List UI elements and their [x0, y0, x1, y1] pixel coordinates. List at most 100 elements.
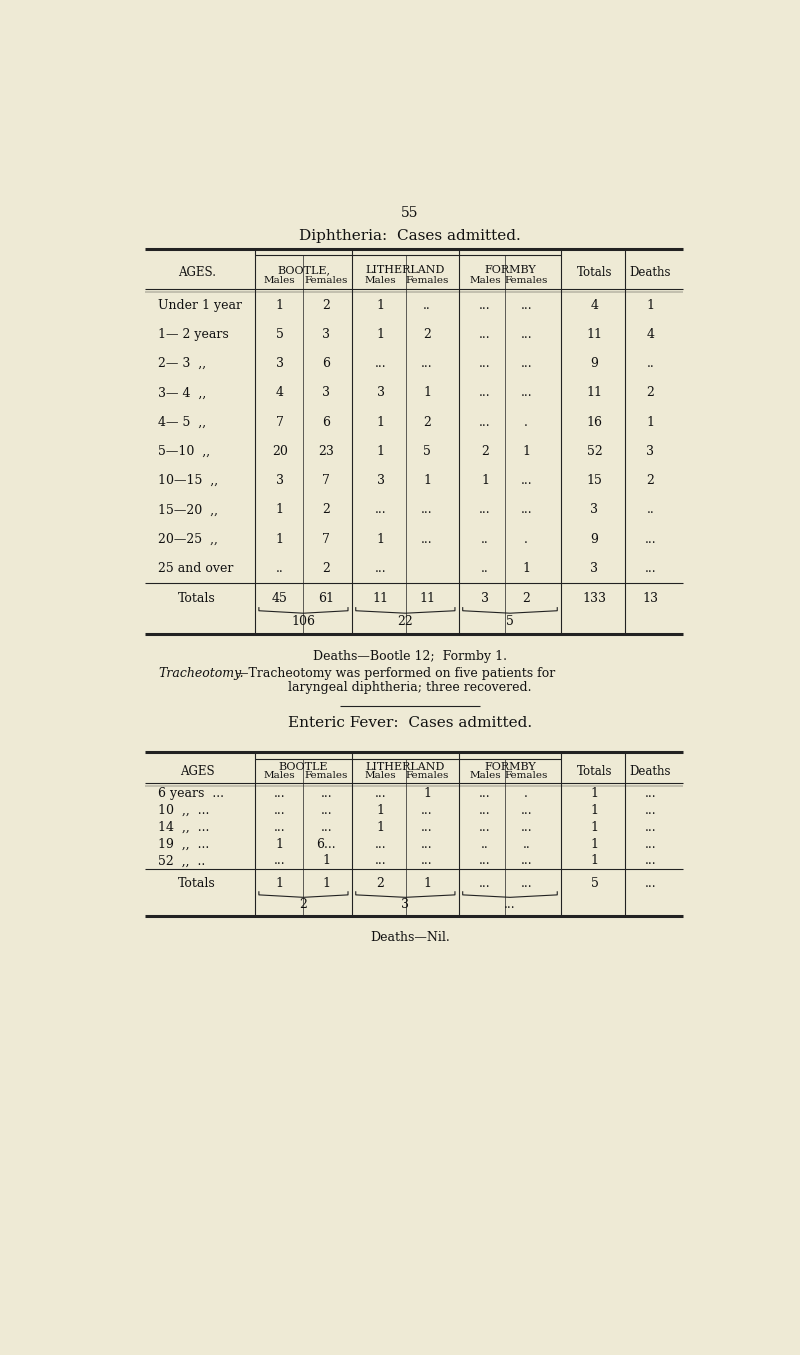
Text: 2: 2	[522, 592, 530, 604]
Text: Enteric Fever:  Cases admitted.: Enteric Fever: Cases admitted.	[288, 717, 532, 730]
Text: laryngeal diphtheria; three recovered.: laryngeal diphtheria; three recovered.	[288, 682, 532, 694]
Text: 4: 4	[276, 386, 284, 400]
Text: 1: 1	[423, 474, 431, 486]
Text: ...: ...	[645, 533, 656, 546]
Text: 11: 11	[373, 592, 389, 604]
Text: ...: ...	[422, 358, 433, 370]
Text: 1: 1	[377, 533, 385, 546]
Text: 5: 5	[423, 444, 431, 458]
Text: 15—20  ,,: 15—20 ,,	[158, 503, 218, 516]
Text: ..: ..	[646, 358, 654, 370]
Text: FORMBY: FORMBY	[484, 762, 536, 772]
Text: 6 years  ...: 6 years ...	[158, 787, 224, 799]
Text: 16: 16	[586, 416, 602, 428]
Text: ...: ...	[374, 562, 386, 575]
Text: ..: ..	[522, 837, 530, 851]
Text: ...: ...	[274, 821, 286, 833]
Text: 1: 1	[646, 416, 654, 428]
Text: ...: ...	[645, 787, 656, 799]
Text: ...: ...	[479, 787, 491, 799]
Text: .: .	[524, 533, 528, 546]
Text: Deaths—Nil.: Deaths—Nil.	[370, 931, 450, 943]
Text: Females: Females	[406, 771, 449, 780]
Text: .: .	[524, 416, 528, 428]
Text: 2: 2	[423, 328, 431, 341]
Text: Males: Males	[470, 771, 501, 780]
Text: ..: ..	[482, 837, 489, 851]
Text: LITHERLAND: LITHERLAND	[366, 762, 445, 772]
Text: ...: ...	[479, 386, 491, 400]
Text: 1: 1	[377, 416, 385, 428]
Text: 1: 1	[590, 855, 598, 867]
Text: —Tracheotomy was performed on five patients for: —Tracheotomy was performed on five patie…	[236, 668, 555, 680]
Text: LITHERLAND: LITHERLAND	[366, 266, 445, 275]
Text: Totals: Totals	[178, 877, 216, 890]
Text: 2: 2	[423, 416, 431, 428]
Text: Females: Females	[505, 276, 548, 285]
Text: 1: 1	[377, 328, 385, 341]
Text: 13: 13	[642, 592, 658, 604]
Text: ..: ..	[646, 503, 654, 516]
Text: 1: 1	[276, 877, 284, 890]
Text: 133: 133	[582, 592, 606, 604]
Text: ...: ...	[374, 503, 386, 516]
Text: 1: 1	[322, 877, 330, 890]
Text: ...: ...	[645, 855, 656, 867]
Text: ...: ...	[504, 898, 516, 912]
Text: AGES.: AGES.	[178, 266, 216, 279]
Text: ...: ...	[422, 503, 433, 516]
Text: 1: 1	[481, 474, 489, 486]
Text: 6: 6	[322, 416, 330, 428]
Text: Females: Females	[305, 771, 348, 780]
Text: Deaths: Deaths	[630, 266, 671, 279]
Text: Males: Males	[365, 771, 396, 780]
Text: Under 1 year: Under 1 year	[158, 298, 242, 312]
Text: 2: 2	[646, 474, 654, 486]
Text: ...: ...	[422, 855, 433, 867]
Text: 2: 2	[646, 386, 654, 400]
Text: ...: ...	[521, 804, 532, 817]
Text: 2: 2	[322, 298, 330, 312]
Text: .: .	[524, 787, 528, 799]
Text: ...: ...	[521, 821, 532, 833]
Text: ...: ...	[645, 821, 656, 833]
Text: 3: 3	[646, 444, 654, 458]
Text: Totals: Totals	[178, 592, 216, 604]
Text: ...: ...	[479, 821, 491, 833]
Text: 1: 1	[590, 821, 598, 833]
Text: ...: ...	[422, 804, 433, 817]
Text: 1: 1	[276, 298, 284, 312]
Text: ...: ...	[521, 298, 532, 312]
Text: 2: 2	[377, 877, 385, 890]
Text: ...: ...	[479, 804, 491, 817]
Text: 3: 3	[590, 503, 598, 516]
Text: 6...: 6...	[317, 837, 336, 851]
Text: 14  ,,  ...: 14 ,, ...	[158, 821, 210, 833]
Text: ...: ...	[422, 533, 433, 546]
Text: 9: 9	[590, 533, 598, 546]
Text: ...: ...	[645, 562, 656, 575]
Text: 22: 22	[398, 615, 414, 627]
Text: Totals: Totals	[577, 766, 612, 778]
Text: 1: 1	[423, 877, 431, 890]
Text: 3— 4  ,,: 3— 4 ,,	[158, 386, 206, 400]
Text: ...: ...	[321, 787, 332, 799]
Text: 55: 55	[402, 206, 418, 220]
Text: 1: 1	[423, 787, 431, 799]
Text: 1: 1	[522, 562, 530, 575]
Text: 1: 1	[276, 503, 284, 516]
Text: 1: 1	[377, 298, 385, 312]
Text: ...: ...	[479, 358, 491, 370]
Text: 5: 5	[590, 877, 598, 890]
Text: ...: ...	[274, 787, 286, 799]
Text: 3: 3	[276, 358, 284, 370]
Text: 20—25  ,,: 20—25 ,,	[158, 533, 218, 546]
Text: 10—15  ,,: 10—15 ,,	[158, 474, 218, 486]
Text: Totals: Totals	[577, 266, 612, 279]
Text: 10  ,,  ...: 10 ,, ...	[158, 804, 210, 817]
Text: 2: 2	[299, 898, 307, 912]
Text: ...: ...	[321, 804, 332, 817]
Text: 19  ,,  ...: 19 ,, ...	[158, 837, 210, 851]
Text: ...: ...	[645, 877, 656, 890]
Text: 15: 15	[586, 474, 602, 486]
